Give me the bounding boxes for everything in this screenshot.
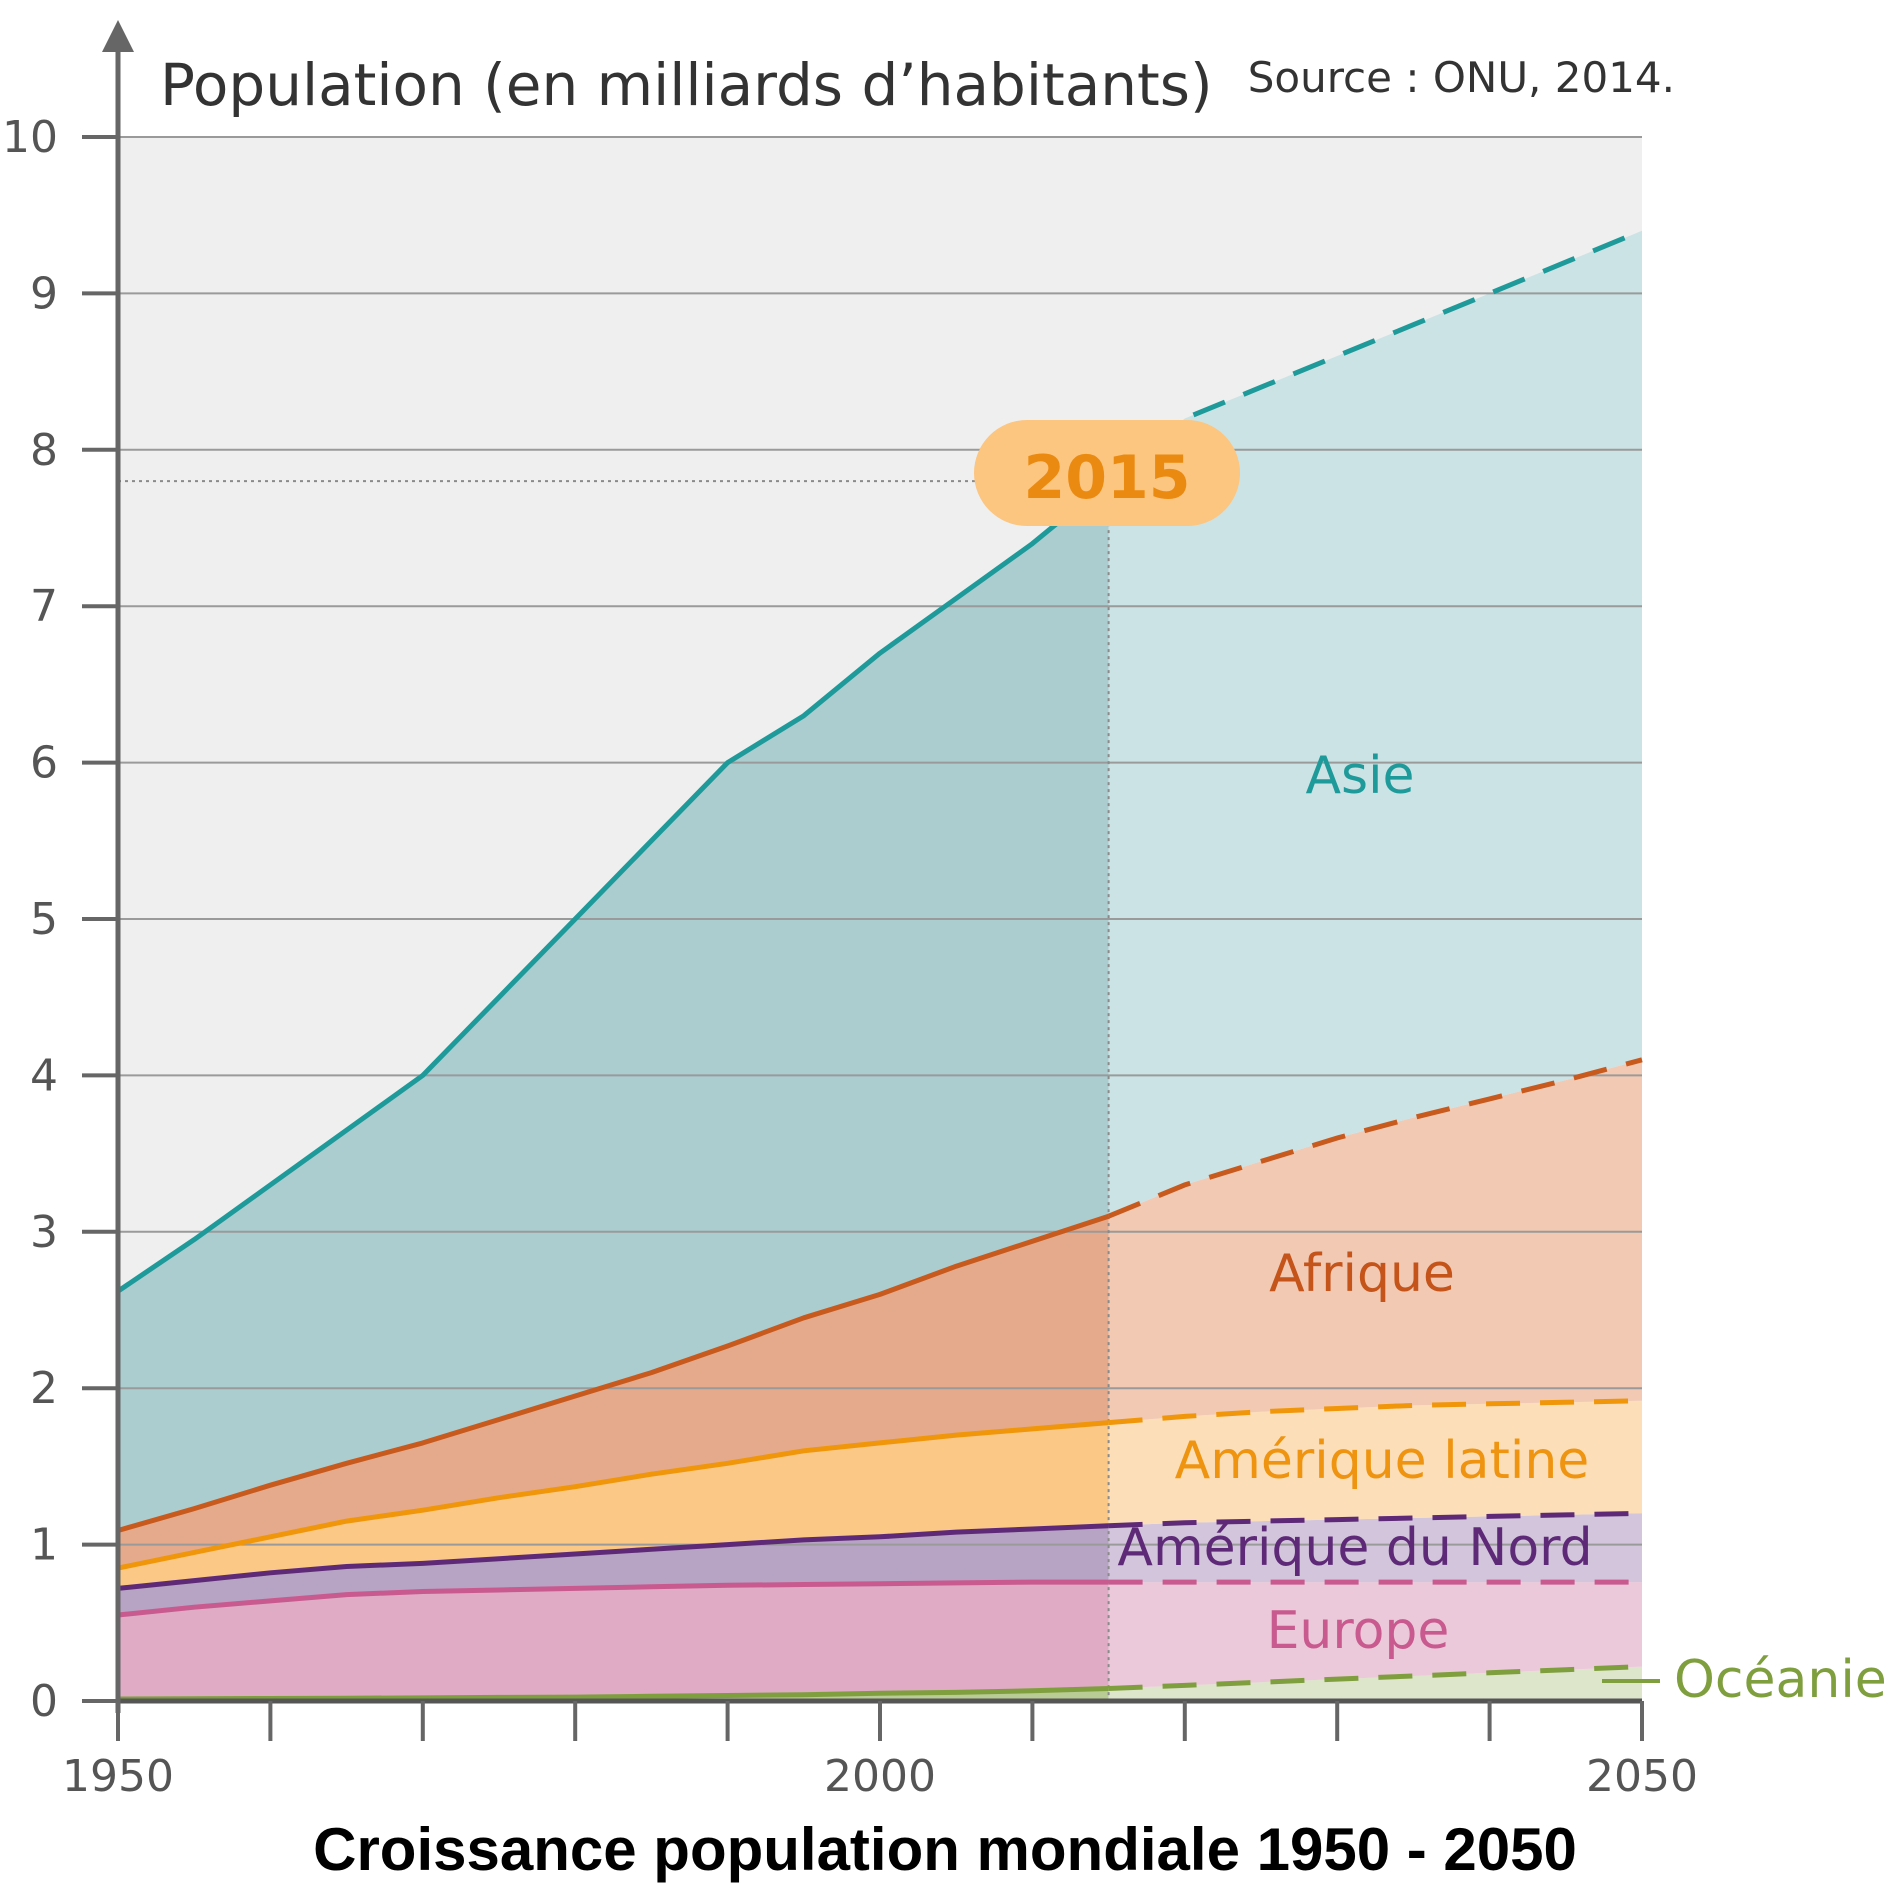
line-am-rique-latine-observed xyxy=(117,1420,1109,1571)
highlight-badge xyxy=(974,420,1240,526)
y-tick-label-0: 0 xyxy=(30,1676,58,1727)
caption: Croissance population mondiale 1950 - 20… xyxy=(313,1816,1577,1883)
y-tick-label-3: 3 xyxy=(30,1207,58,1258)
y-tick-label-6: 6 xyxy=(30,738,58,789)
y-axis-arrow xyxy=(102,20,134,52)
area-afrique-projection xyxy=(1108,1059,1642,1423)
highlight-label: 2015 xyxy=(1024,443,1191,513)
area-am-rique-du-nord-projection xyxy=(1108,1513,1642,1583)
y-tick-label-9: 9 xyxy=(30,268,58,319)
y-axis-label: Population (en milliards d’habitants) xyxy=(160,51,1213,119)
series-label-asie: Asie xyxy=(1305,746,1414,806)
y-tick-label-5: 5 xyxy=(30,894,58,945)
x-tick-label-2050: 2050 xyxy=(1586,1751,1698,1802)
series-label-afrique: Afrique xyxy=(1269,1244,1455,1304)
series-label-oceanie: Océanie xyxy=(1674,1650,1887,1710)
series-label-amerique-du-nord: Amérique du Nord xyxy=(1117,1518,1592,1578)
x-tick-label-1950: 1950 xyxy=(62,1751,174,1802)
area-europe-observed xyxy=(118,1582,1109,1699)
line-am-rique-du-nord-projection xyxy=(1108,1510,1643,1529)
area-am-rique-latine-projection xyxy=(1108,1400,1642,1526)
area-am-rique-latine-observed xyxy=(118,1422,1109,1589)
line-asie-projection xyxy=(1107,228,1643,484)
line-europe-observed xyxy=(117,1579,1109,1618)
y-tick-label-8: 8 xyxy=(30,425,58,476)
line-oc-anie-observed xyxy=(117,1686,1109,1702)
series-lines xyxy=(116,228,1643,1702)
y-tick-label-10: 10 xyxy=(2,112,58,163)
area-asie-projection xyxy=(1108,230,1642,1217)
area-oc-anie-projection xyxy=(1108,1666,1642,1701)
line-afrique-projection xyxy=(1107,1057,1643,1219)
line-am-rique-du-nord-observed xyxy=(117,1523,1109,1591)
line-oc-anie-projection xyxy=(1108,1664,1643,1691)
series-label-europe: Europe xyxy=(1267,1601,1450,1661)
y-tick-label-4: 4 xyxy=(30,1050,58,1101)
y-tick-label-1: 1 xyxy=(30,1520,58,1571)
y-tick-label-7: 7 xyxy=(30,581,58,632)
series-label-amerique-latine: Amérique latine xyxy=(1175,1431,1590,1491)
y-tick-label-2: 2 xyxy=(30,1363,58,1414)
highlight-2015: 2015 xyxy=(974,420,1240,526)
area-layers xyxy=(118,230,1642,1701)
series-labels: Asie Afrique Amérique latine Amérique du… xyxy=(1117,746,1886,1710)
area-afrique-observed xyxy=(118,1216,1109,1569)
grid-lines xyxy=(118,136,1642,1701)
line-am-rique-latine-projection xyxy=(1108,1398,1643,1426)
x-tick-label-2000: 2000 xyxy=(824,1751,936,1802)
area-europe-projection xyxy=(1108,1582,1642,1689)
area-oc-anie-observed xyxy=(118,1688,1109,1701)
area-asie-observed xyxy=(118,481,1109,1531)
source-label: Source : ONU, 2014. xyxy=(1248,53,1675,102)
axes xyxy=(82,20,1644,1741)
tick-labels: 0 1 2 3 4 5 6 7 8 9 10 1950 2000 2050 xyxy=(2,112,1698,1802)
line-asie-observed xyxy=(116,479,1111,1294)
line-afrique-observed xyxy=(117,1213,1110,1533)
